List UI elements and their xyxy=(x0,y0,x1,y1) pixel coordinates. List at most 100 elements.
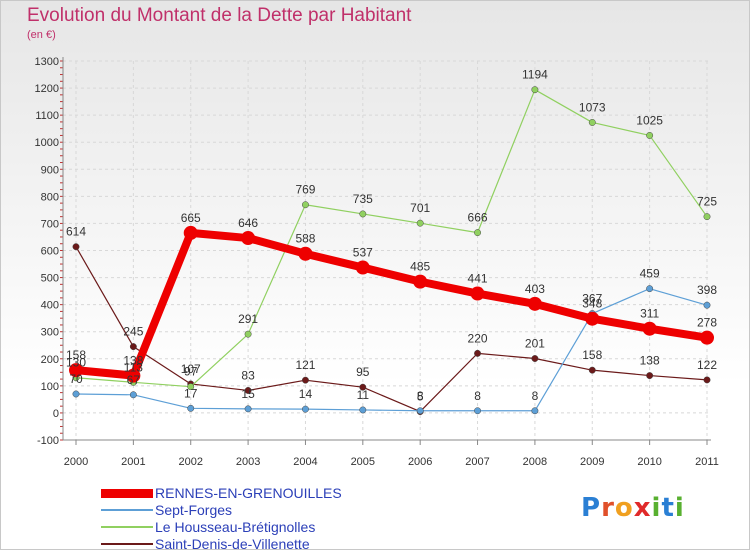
y-tick-label: 700 xyxy=(41,218,59,230)
data-point xyxy=(244,387,252,394)
data-label: 725 xyxy=(697,195,717,209)
series-line xyxy=(75,288,708,412)
series-line xyxy=(75,246,708,413)
data-point xyxy=(355,260,370,275)
data-label: 130 xyxy=(66,356,86,370)
data-label: 138 xyxy=(640,354,660,368)
y-tick-label: -100 xyxy=(37,435,59,447)
data-label: 158 xyxy=(582,348,602,362)
data-point xyxy=(302,201,309,209)
x-tick-label: 2000 xyxy=(64,456,88,468)
data-label: 311 xyxy=(640,307,659,321)
data-label: 107 xyxy=(181,362,201,376)
data-point xyxy=(646,372,654,380)
legend-label: RENNES-EN-GRENOUILLES xyxy=(155,485,342,501)
data-label: 138 xyxy=(123,354,143,368)
data-point xyxy=(642,321,657,336)
data-point xyxy=(416,407,424,415)
data-label: 8 xyxy=(474,389,481,403)
chart-subtitle: (en €) xyxy=(27,29,56,41)
data-point xyxy=(126,368,141,383)
x-tick-label: 2004 xyxy=(293,456,317,468)
data-label: 95 xyxy=(356,365,370,379)
legend-label: Sept-Forges xyxy=(155,502,233,518)
data-point xyxy=(474,407,481,415)
data-point xyxy=(298,246,313,261)
data-label: 220 xyxy=(468,331,488,345)
x-axis-ticks: 2000 2001 2002 2003 2004 2005 2006 2007 2008 2009… xyxy=(64,456,719,468)
y-tick-label: 1100 xyxy=(35,110,59,122)
x-tick-label: 2006 xyxy=(408,456,432,468)
gridlines xyxy=(63,60,711,441)
data-label: 11 xyxy=(357,388,370,402)
legend-swatch xyxy=(101,488,153,498)
data-label: 398 xyxy=(697,283,717,297)
y-tick-label: 0 xyxy=(53,408,59,420)
data-point xyxy=(531,86,539,94)
data-point xyxy=(531,407,539,415)
data-label: 646 xyxy=(238,216,258,230)
data-point xyxy=(588,366,596,374)
data-point xyxy=(470,286,485,301)
logo-letter: i xyxy=(651,493,662,523)
data-label: 15 xyxy=(241,387,255,401)
data-point xyxy=(646,131,654,139)
legend-label: Le Housseau-Brétignolles xyxy=(155,519,316,535)
series-line xyxy=(75,228,708,380)
x-tick-label: 2005 xyxy=(351,456,375,468)
data-point xyxy=(359,406,367,414)
legend-swatch xyxy=(101,526,153,528)
data-label: 1025 xyxy=(636,113,663,127)
y-tick-label: 900 xyxy=(41,164,59,176)
y-axis-ticks: -100 0 100 200 300 400 500 600 700 800 900 1000 1100… xyxy=(35,56,59,447)
data-label: 403 xyxy=(525,282,545,296)
data-point xyxy=(129,391,137,399)
data-point xyxy=(183,225,198,240)
y-tick-label: 200 xyxy=(41,354,59,366)
x-tick-label: 2008 xyxy=(523,456,547,468)
data-point xyxy=(474,349,481,357)
y-tick-label: 600 xyxy=(41,246,59,258)
data-point xyxy=(703,213,711,221)
y-tick-label: 1200 xyxy=(35,83,59,95)
data-point xyxy=(302,405,309,413)
data-point xyxy=(527,296,542,311)
data-label: 614 xyxy=(66,225,86,239)
proxiti-logo: Proxiti xyxy=(581,493,685,523)
legend-swatch xyxy=(101,509,153,511)
y-tick-label: 100 xyxy=(41,381,59,393)
data-point xyxy=(531,355,539,362)
data-point xyxy=(416,219,424,227)
data-label: 97 xyxy=(184,365,198,379)
data-label: 735 xyxy=(353,192,373,206)
data-point xyxy=(302,376,309,384)
data-label: 485 xyxy=(410,260,430,274)
y-tick-label: 300 xyxy=(41,327,59,339)
data-label: 769 xyxy=(295,183,315,197)
data-point xyxy=(359,210,367,218)
data-label: 113 xyxy=(124,360,143,374)
data-label: 121 xyxy=(295,358,315,372)
x-tick-label: 2001 xyxy=(121,456,145,468)
chart-title: Evolution du Montant de la Dette par Hab… xyxy=(27,5,412,26)
data-point xyxy=(244,405,252,413)
y-tick-label: 800 xyxy=(41,191,59,203)
data-point xyxy=(413,274,428,289)
y-tick-label: 1300 xyxy=(35,56,59,68)
data-label: 8 xyxy=(417,389,424,403)
data-point xyxy=(187,383,195,391)
data-point xyxy=(474,229,481,237)
data-label: 701 xyxy=(410,201,430,215)
data-point xyxy=(72,390,80,398)
data-label: 459 xyxy=(640,267,660,281)
data-point xyxy=(585,311,600,326)
data-label: 278 xyxy=(697,316,717,330)
series-lines xyxy=(69,86,714,416)
data-label: 291 xyxy=(238,312,258,326)
data-label: 1073 xyxy=(579,100,606,114)
data-point xyxy=(187,404,195,412)
x-tick-label: 2003 xyxy=(236,456,260,468)
x-tick-label: 2007 xyxy=(465,456,489,468)
